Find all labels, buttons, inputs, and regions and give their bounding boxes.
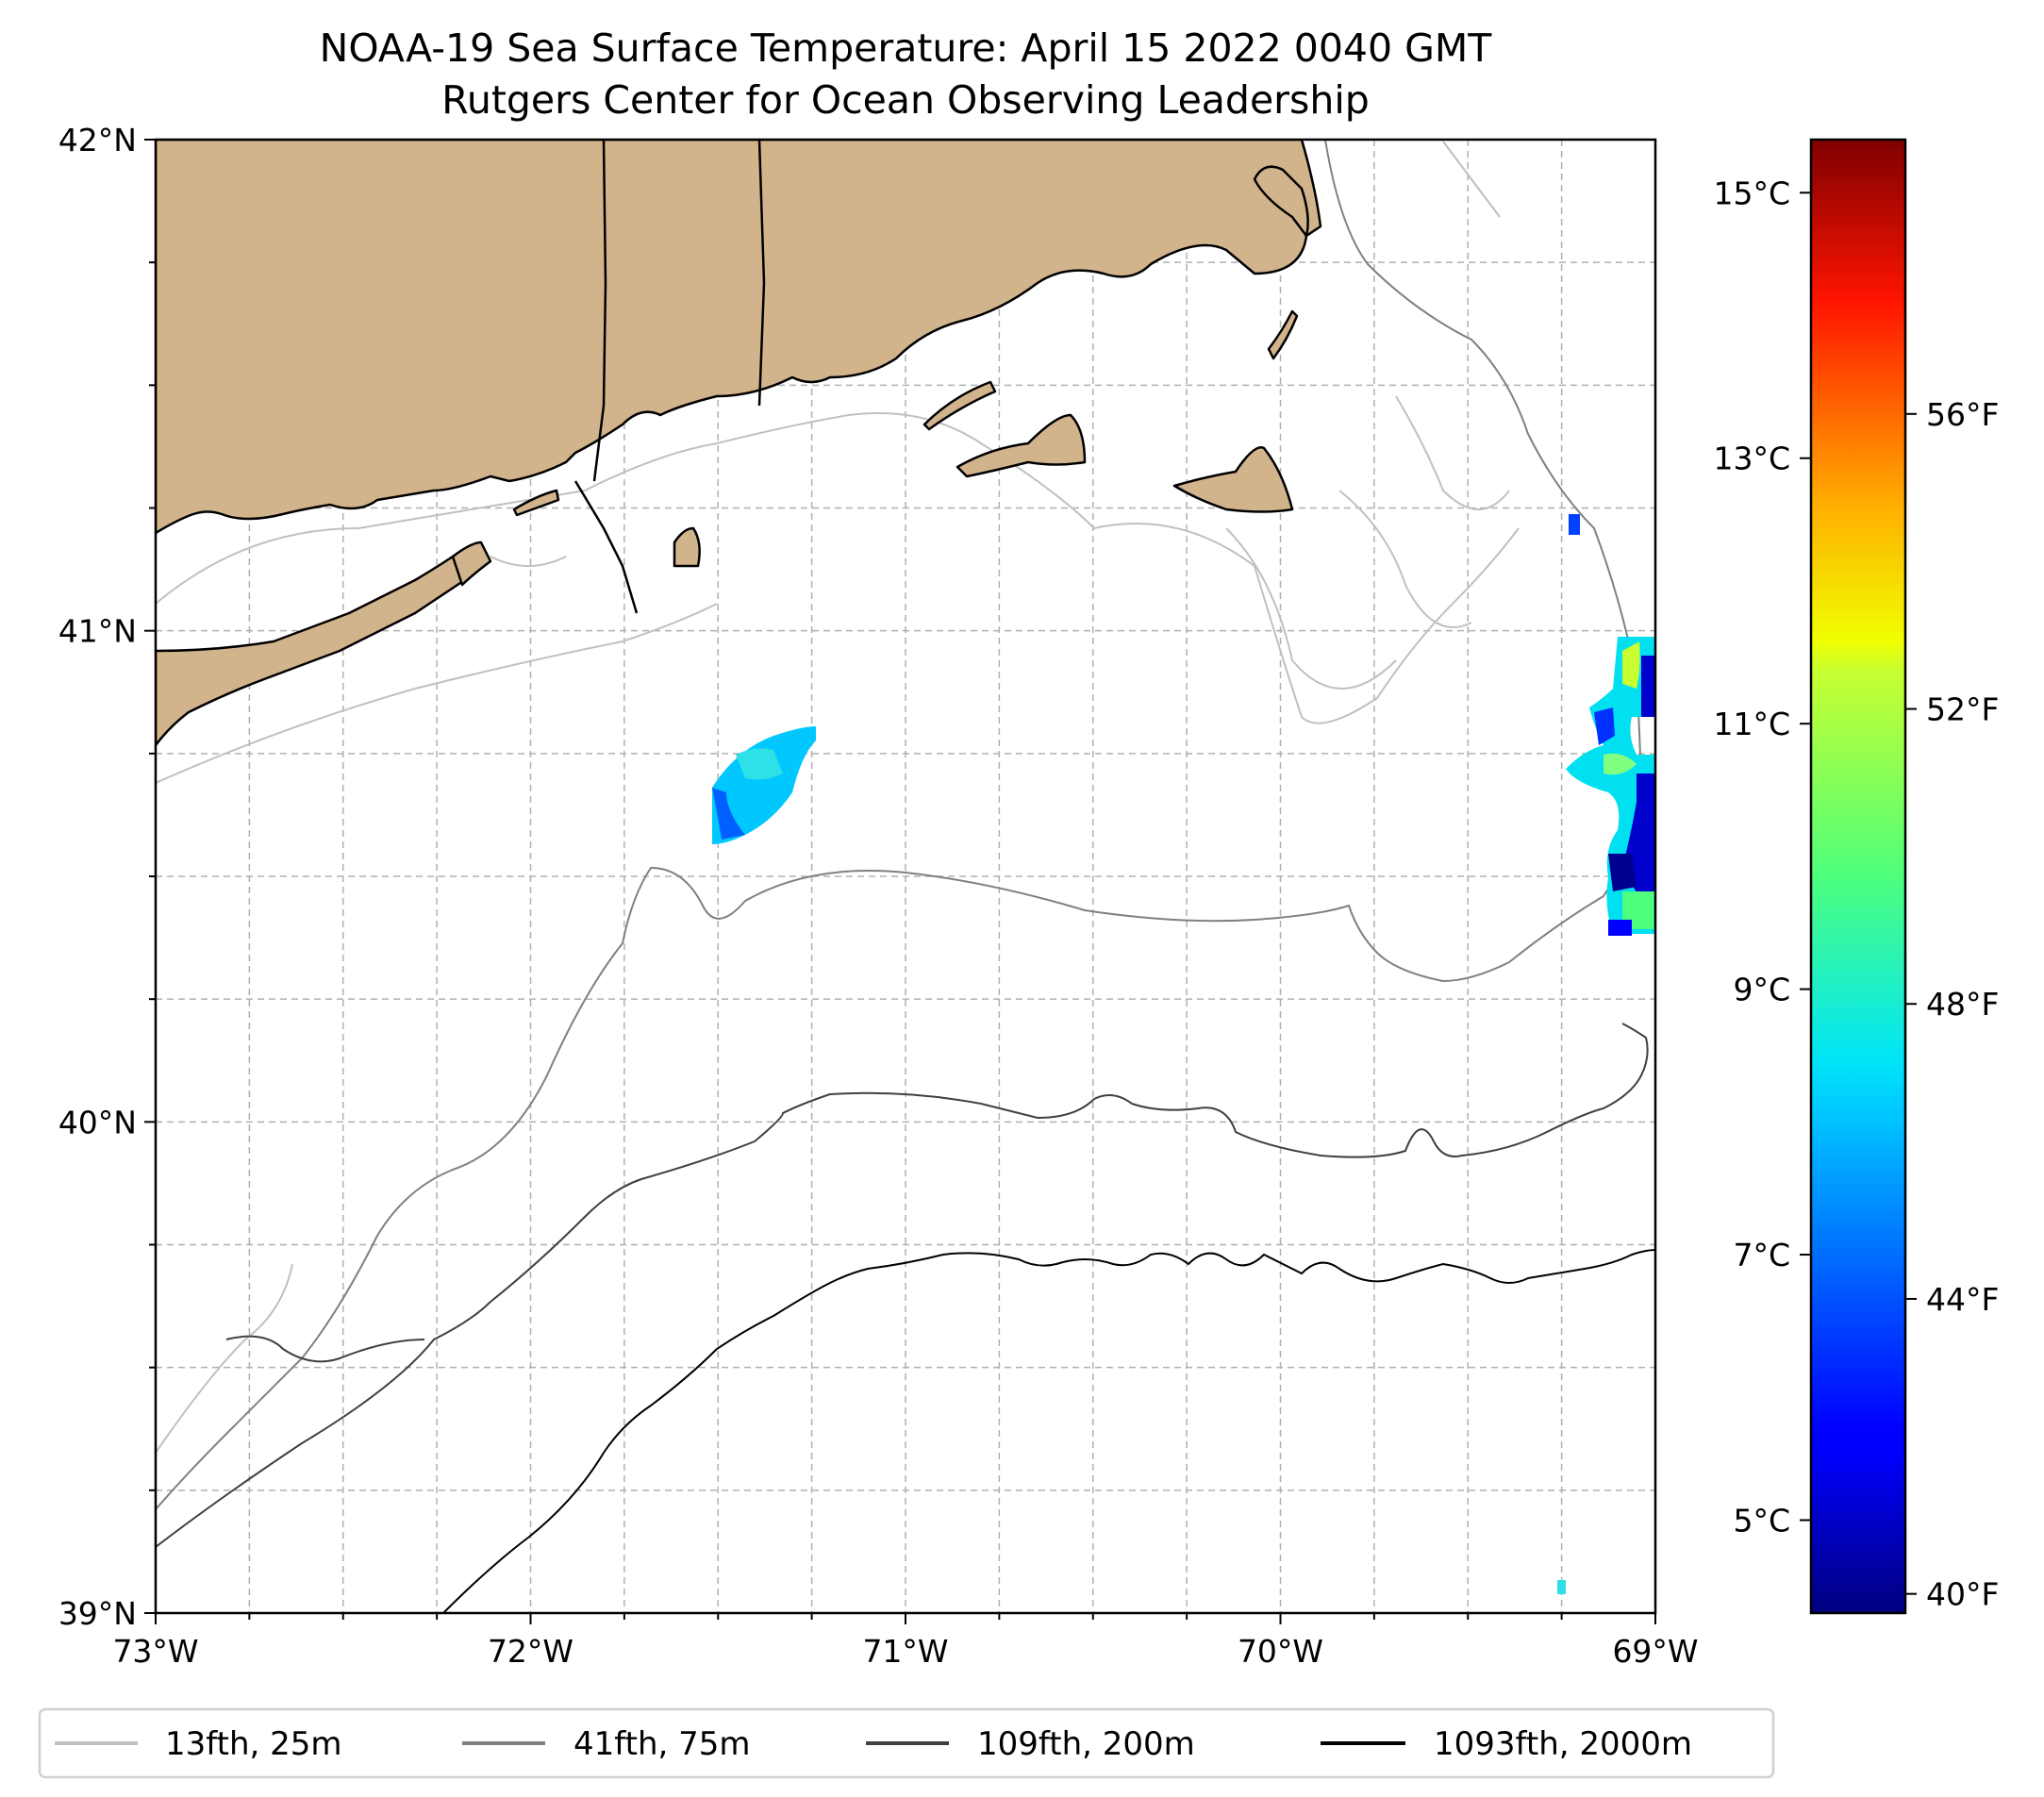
fahrenheit-tick-label: 44°F <box>1926 1281 1999 1318</box>
legend-item: 13fth, 25m <box>55 1725 342 1763</box>
lon-tick-label: 70°W <box>1238 1633 1323 1670</box>
celsius-tick-label: 15°C <box>1713 175 1790 211</box>
land <box>156 140 1322 747</box>
celsius-tick-label: 13°C <box>1713 441 1790 477</box>
title-line-1: NOAA-19 Sea Surface Temperature: April 1… <box>320 25 1493 71</box>
lat-tick-label: 41°N <box>58 613 137 650</box>
celsius-tick-label: 7°C <box>1733 1237 1790 1273</box>
legend-label: 41fth, 75m <box>573 1725 751 1763</box>
lon-tick-label: 73°W <box>112 1633 198 1670</box>
lon-tick-label: 69°W <box>1612 1633 1698 1670</box>
bathymetry-75m <box>156 140 1643 1510</box>
bathymetry-200m <box>156 1023 1649 1548</box>
legend-label: 1093fth, 2000m <box>1434 1725 1692 1763</box>
colorbar-celsius-axis: 15°C 13°C 11°C 9°C 7°C 5°C <box>1713 175 1811 1539</box>
latitude-axis: 42°N 41°N 40°N 39°N <box>58 122 156 1632</box>
sst-data <box>712 514 1655 1594</box>
legend-item: 1093fth, 2000m <box>1321 1725 1692 1763</box>
legend-label: 109fth, 200m <box>977 1725 1195 1763</box>
fahrenheit-tick-label: 56°F <box>1926 396 1999 433</box>
fahrenheit-tick-label: 52°F <box>1926 691 1999 728</box>
legend-item: 109fth, 200m <box>866 1725 1195 1763</box>
celsius-tick-label: 11°C <box>1713 706 1790 742</box>
fahrenheit-tick-label: 48°F <box>1926 986 1999 1023</box>
lon-tick-label: 71°W <box>862 1633 948 1670</box>
lat-tick-label: 39°N <box>58 1595 137 1632</box>
map-area <box>156 140 1655 1613</box>
fahrenheit-tick-label: 40°F <box>1926 1576 1999 1613</box>
legend-item: 41fth, 75m <box>462 1725 751 1763</box>
state-borders <box>573 140 766 614</box>
title-line-2: Rutgers Center for Ocean Observing Leade… <box>441 77 1370 123</box>
celsius-tick-label: 5°C <box>1733 1502 1790 1539</box>
legend: 13fth, 25m 41fth, 75m 109fth, 200m 1093f… <box>38 1707 1775 1779</box>
colorbar-fahrenheit-axis: 56°F 52°F 48°F 44°F 40°F <box>1905 396 1999 1613</box>
gridlines <box>156 140 1655 1613</box>
lat-tick-label: 42°N <box>58 122 137 158</box>
lat-tick-label: 40°N <box>58 1104 137 1140</box>
celsius-tick-label: 9°C <box>1733 972 1790 1008</box>
lon-tick-label: 72°W <box>488 1633 573 1670</box>
longitude-axis: 73°W 72°W 71°W 70°W 69°W <box>112 1613 1699 1670</box>
legend-label: 13fth, 25m <box>165 1725 342 1763</box>
bathymetry-2000m <box>442 1249 1655 1613</box>
colorbar <box>1809 138 1907 1615</box>
